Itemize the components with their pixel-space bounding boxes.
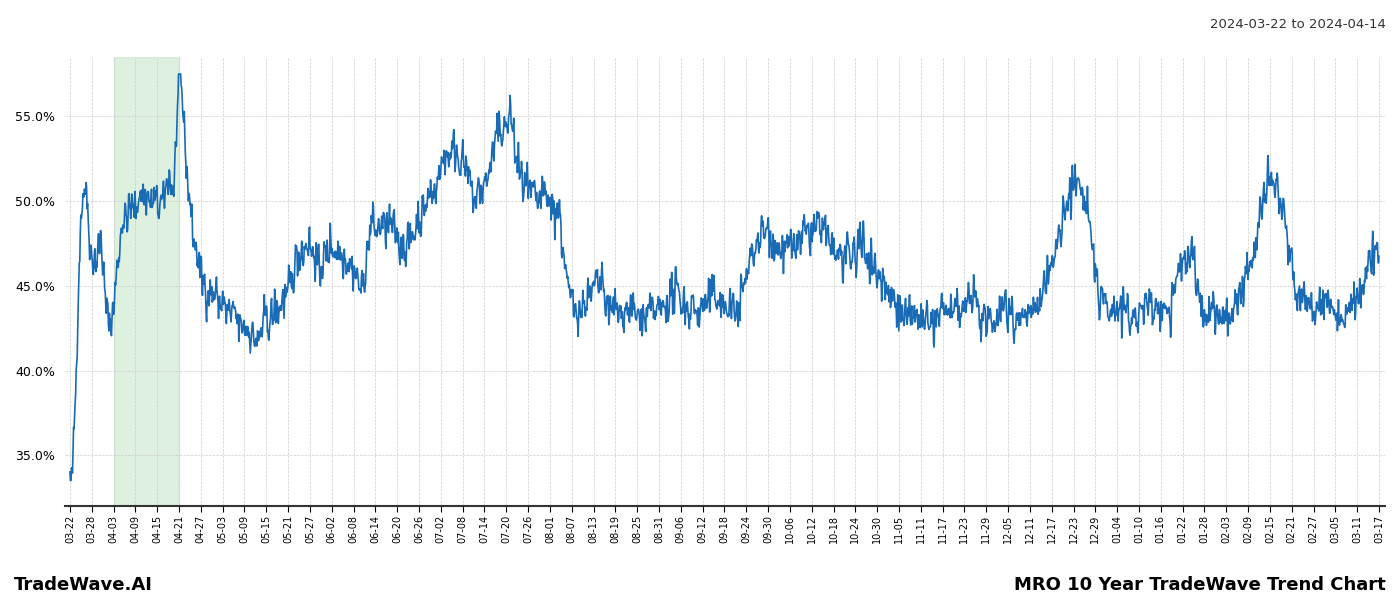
Text: 2024-03-22 to 2024-04-14: 2024-03-22 to 2024-04-14 [1210,18,1386,31]
Bar [113,57,179,506]
Text: TradeWave.AI: TradeWave.AI [14,576,153,594]
Text: MRO 10 Year TradeWave Trend Chart: MRO 10 Year TradeWave Trend Chart [1014,576,1386,594]
